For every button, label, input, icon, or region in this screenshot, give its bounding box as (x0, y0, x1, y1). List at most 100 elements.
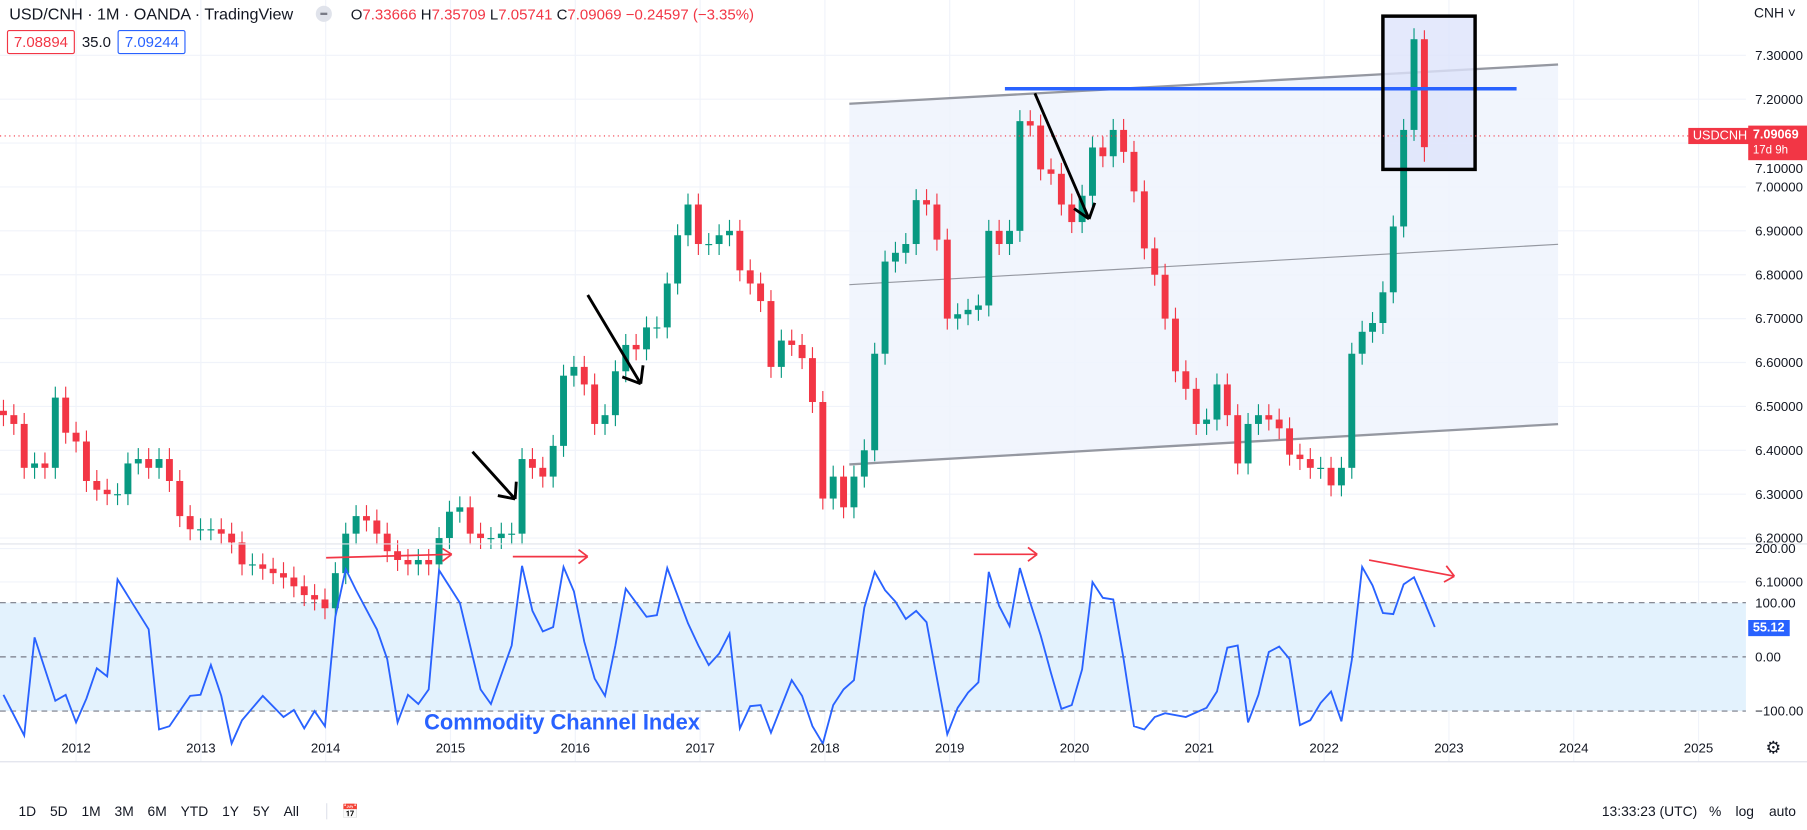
candle (611, 360, 619, 427)
candle-body (414, 559, 422, 565)
candle (72, 421, 80, 453)
range-1m[interactable]: 1M (81, 803, 101, 820)
arrow-down-right-2022[interactable] (1368, 559, 1456, 583)
arrow-down-2015[interactable] (471, 450, 518, 501)
candle (1026, 110, 1034, 137)
candle (300, 575, 308, 607)
candle-body (82, 441, 90, 481)
open-value: 7.33666 (362, 5, 417, 23)
candle-body (1327, 467, 1335, 486)
candle-body (445, 511, 453, 539)
channel-mid-line[interactable] (849, 243, 1559, 286)
candle-body (1192, 388, 1200, 424)
candle (746, 259, 754, 295)
candle-body (269, 568, 277, 574)
candle-body (280, 573, 287, 578)
candle (881, 250, 889, 365)
candle (1182, 360, 1190, 400)
range-1d[interactable]: 1D (18, 803, 37, 820)
range-all[interactable]: All (283, 803, 299, 820)
market-status-icon[interactable] (316, 5, 333, 22)
candle (217, 518, 225, 545)
auto-toggle[interactable]: auto (1768, 803, 1796, 820)
range-toolbar: 1D 5D 1M 3M 6M YTD 1Y 5Y All 📅 (12, 803, 366, 820)
candle (1420, 30, 1428, 162)
range-3m[interactable]: 3M (114, 803, 134, 820)
candle-body (902, 244, 910, 253)
highlight-box[interactable] (1382, 16, 1476, 170)
close-label: C (556, 5, 568, 23)
candle (290, 566, 298, 598)
price-tick-label: 6.10000 (1755, 575, 1803, 590)
low-value: 7.05741 (498, 5, 553, 23)
candle-body (1275, 419, 1283, 429)
arrow-right-2014[interactable] (326, 547, 453, 562)
candle (342, 522, 350, 585)
candle (819, 391, 827, 510)
candle (238, 531, 246, 576)
candle-body (1172, 318, 1179, 372)
arrow-right-2015[interactable] (512, 549, 589, 565)
arrow-down-2016[interactable] (586, 294, 645, 386)
percent-toggle[interactable]: % (1709, 803, 1722, 820)
candle (1120, 118, 1128, 163)
candle (580, 355, 588, 396)
year-tick-label: 2016 (561, 741, 590, 756)
candle (1254, 404, 1262, 435)
candle-body (985, 230, 993, 306)
candle-body (964, 309, 972, 315)
year-tick-label: 2012 (61, 741, 90, 756)
candle-body (1348, 353, 1356, 468)
candle-body (41, 463, 49, 468)
settings-gear-icon[interactable]: ⚙ (1765, 738, 1782, 759)
open-label: O (350, 5, 363, 23)
candle-body (1099, 147, 1107, 157)
candle (1275, 408, 1283, 440)
candle-body (217, 529, 225, 534)
candle-body (311, 595, 319, 600)
candle (1265, 404, 1273, 431)
sell-price-button[interactable]: 7.08894 (6, 29, 75, 55)
channel-bottom-line[interactable] (849, 422, 1559, 466)
candle-body (912, 200, 920, 245)
range-6m[interactable]: 6M (147, 803, 167, 820)
candle-body (1057, 173, 1065, 205)
buy-price-button[interactable]: 7.09244 (117, 29, 186, 55)
candle-body (1337, 467, 1345, 486)
candle-body (72, 432, 80, 442)
candle (1379, 281, 1387, 334)
highlight-box-border[interactable] (1381, 14, 1477, 172)
range-ytd[interactable]: YTD (180, 803, 209, 820)
candle-body (819, 402, 827, 499)
candle (643, 316, 650, 361)
range-5d[interactable]: 5D (49, 803, 68, 820)
range-5y[interactable]: 5Y (252, 803, 270, 820)
candle (269, 557, 277, 585)
candle (404, 549, 412, 576)
candle (777, 329, 785, 378)
range-1y[interactable]: 1Y (222, 803, 240, 820)
price-tick-label: 6.70000 (1755, 311, 1803, 326)
candle (995, 219, 1003, 255)
log-toggle[interactable]: log (1735, 803, 1755, 820)
candle-body (114, 494, 122, 496)
symbol-title[interactable]: USD/CNH · 1M · OANDA · TradingView (9, 4, 294, 24)
candle (528, 448, 536, 479)
candle-body (933, 204, 941, 240)
arrow-right-2019[interactable] (973, 546, 1038, 562)
candle-body (1244, 423, 1252, 464)
candle-body (850, 476, 858, 508)
candle-body (10, 415, 18, 424)
candle (560, 364, 567, 457)
candle (663, 272, 671, 339)
candle (653, 316, 661, 339)
currency-selector[interactable]: CNH ˅ (1753, 4, 1796, 21)
candle-body (373, 520, 381, 534)
candle-body (207, 529, 215, 531)
calendar-icon[interactable]: 📅 (326, 803, 366, 820)
candle-body (1420, 39, 1428, 148)
arrow-down-2019[interactable] (1033, 92, 1097, 221)
candle-body (51, 397, 59, 468)
clock-time[interactable]: 13:33:23 (UTC) (1601, 803, 1698, 820)
